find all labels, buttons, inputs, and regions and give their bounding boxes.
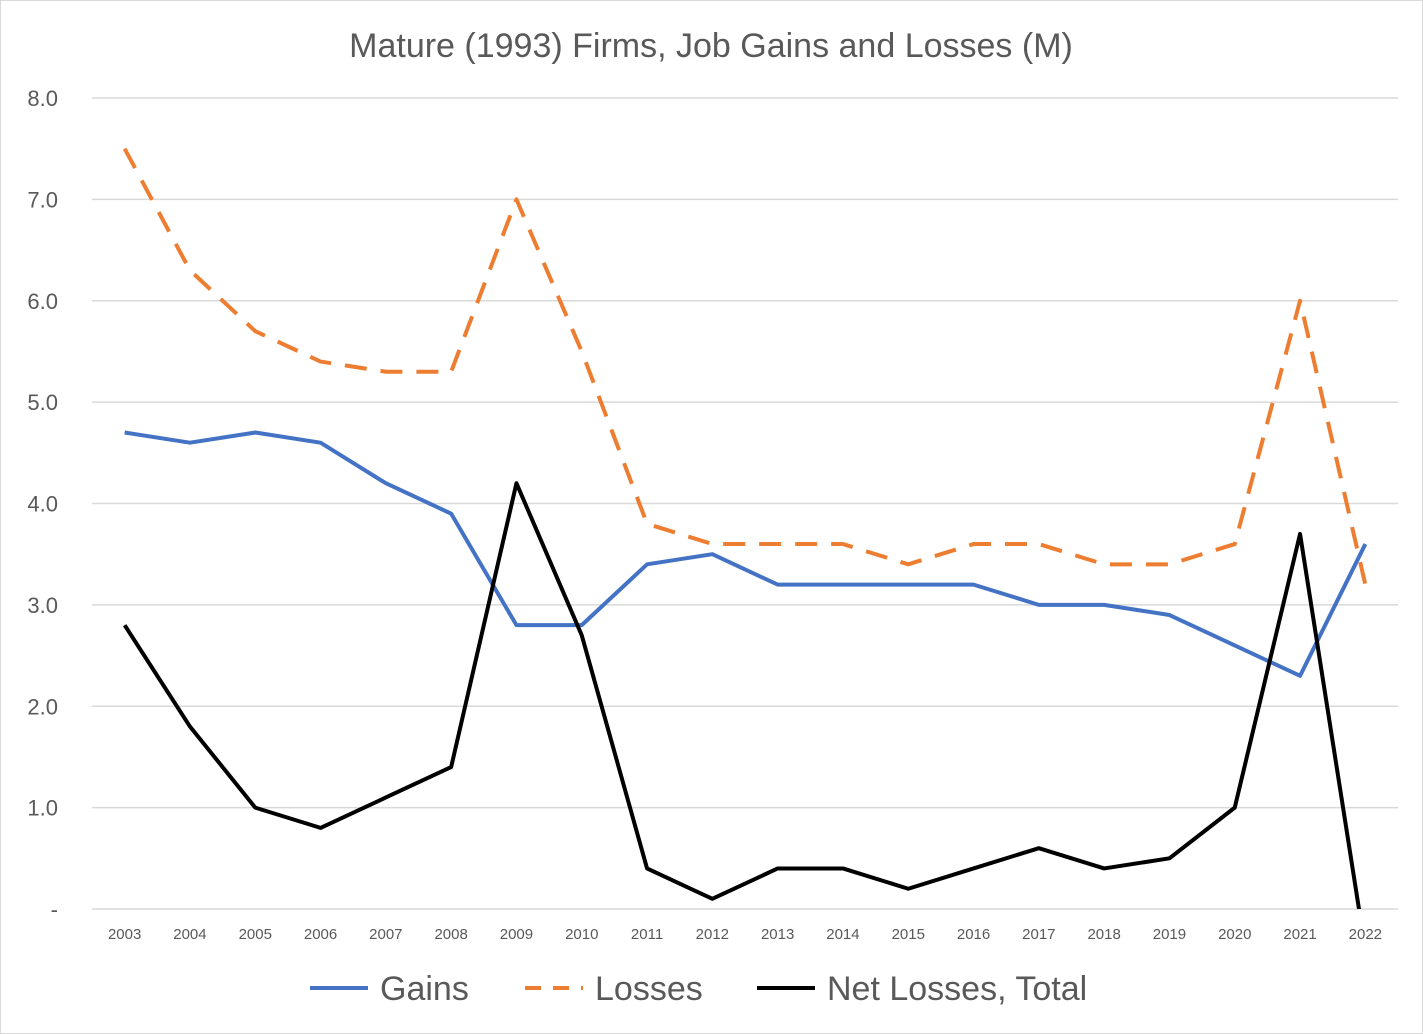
x-tick-label: 2016 <box>957 926 990 943</box>
x-tick-label: 2013 <box>761 926 794 943</box>
x-tick-label: 2011 <box>631 926 663 943</box>
legend-label: Losses <box>595 970 703 1008</box>
x-tick-label: 2007 <box>369 926 402 943</box>
x-tick-label: 2006 <box>304 926 337 943</box>
x-tick-label: 2012 <box>696 926 729 943</box>
x-tick-label: 2014 <box>826 926 859 943</box>
legend-label: Net Losses, Total <box>827 970 1087 1008</box>
x-tick-label: 2005 <box>239 926 272 943</box>
x-axis-ticks: 2003 2004 2005 2006 2007 2008 2009 2010 2011 2012… <box>108 926 1382 943</box>
x-tick-label: 2009 <box>500 926 533 943</box>
x-tick-label: 2021 <box>1283 926 1316 943</box>
y-tick-label: 8.0 <box>27 86 58 111</box>
series-line-gains <box>124 430 1368 678</box>
chart-title: Mature (1993) Firms, Job Gains and Losse… <box>349 27 1073 65</box>
y-tick-label: 5.0 <box>27 390 58 415</box>
x-tick-label: 2004 <box>173 926 206 943</box>
legend: Gains Losses Net Losses, Total <box>310 970 1087 1008</box>
x-tick-label: 2010 <box>565 926 598 943</box>
x-tick-label: 2018 <box>1087 926 1120 943</box>
x-tick-label: 2003 <box>108 926 141 943</box>
series-line-losses <box>122 147 1368 586</box>
y-tick-label: 2.0 <box>27 694 58 719</box>
y-axis-ticks: - 1.0 2.0 3.0 4.0 5.0 6.0 7.0 8.0 <box>27 86 58 922</box>
series-line-net-losses-total <box>122 481 1362 909</box>
y-tick-label: 4.0 <box>27 492 58 517</box>
x-tick-label: 2017 <box>1022 926 1055 943</box>
x-tick-label: 2022 <box>1349 926 1382 943</box>
legend-label: Gains <box>380 970 469 1008</box>
x-tick-label: 2015 <box>892 926 925 943</box>
y-tick-label: - <box>51 897 58 922</box>
x-tick-label: 2008 <box>434 926 467 943</box>
y-tick-label: 7.0 <box>27 187 58 212</box>
y-tick-label: 3.0 <box>27 593 58 618</box>
series-lines <box>122 147 1368 909</box>
gridlines <box>92 97 1398 910</box>
x-tick-label: 2020 <box>1218 926 1251 943</box>
x-tick-label: 2019 <box>1153 926 1186 943</box>
y-tick-label: 6.0 <box>27 289 58 314</box>
y-tick-label: 1.0 <box>27 796 58 821</box>
